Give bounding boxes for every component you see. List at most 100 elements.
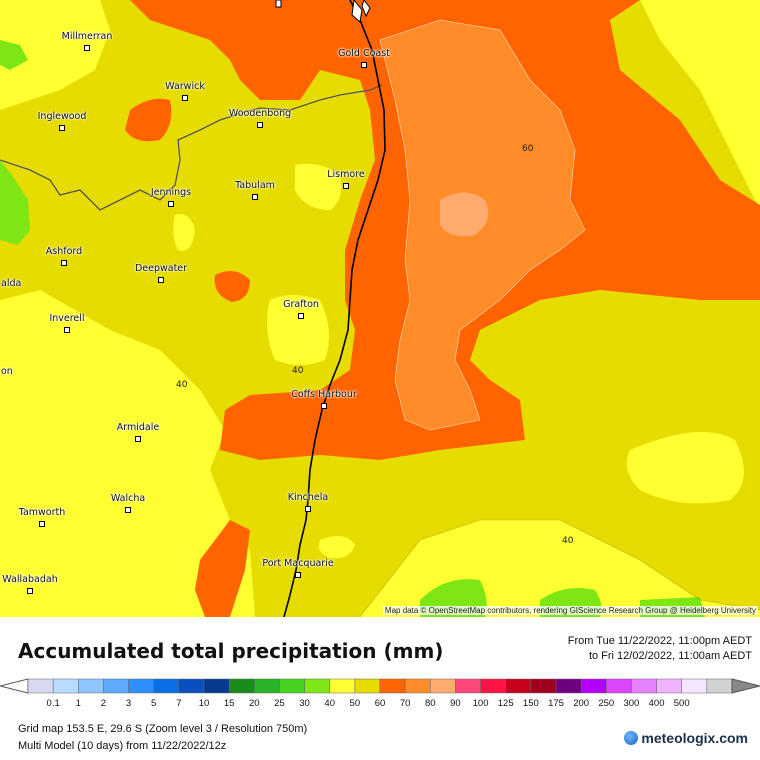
color-scale-swatch: [379, 678, 406, 694]
town-label: Deepwater: [134, 263, 188, 274]
globe-icon: [624, 731, 639, 745]
color-scale-swatch: [329, 678, 356, 694]
color-scale-swatch: [279, 678, 305, 694]
period-from: From Tue 11/22/2022, 11:00pm AEDT: [567, 635, 752, 647]
color-scale-swatch: [530, 678, 557, 694]
color-scale-label: 25: [274, 698, 285, 709]
town-label: Gold Coast: [338, 48, 390, 59]
color-scale-swatch: [203, 678, 230, 694]
color-scale-swatch: [656, 678, 682, 694]
town-label: Kinchela: [287, 492, 329, 503]
town-label: Ashford: [45, 246, 83, 257]
meteologix-logo[interactable]: meteologix.com: [624, 730, 748, 746]
color-scale-label: 90: [450, 698, 461, 709]
contour-value-label: 60: [522, 144, 534, 154]
color-scale-label: 40: [324, 698, 335, 709]
town-marker: [59, 125, 65, 131]
color-scale-label: 2: [100, 698, 107, 709]
color-scale-label: 30: [299, 698, 310, 709]
color-scale-swatch: [304, 678, 330, 694]
color-scale-swatch: [430, 678, 456, 694]
color-scale-swatch: [681, 678, 708, 694]
color-scale-label: 7: [176, 698, 182, 709]
town-label: Woodenbong: [228, 108, 292, 119]
color-scale-label: 100: [472, 698, 489, 709]
color-scale-swatch: [354, 678, 381, 694]
color-scale-label: 15: [223, 698, 235, 709]
town-marker: [27, 588, 33, 594]
color-scale-swatch: [178, 678, 205, 694]
town-label: Armidale: [116, 422, 160, 433]
town-label: Port Macquarie: [262, 558, 334, 569]
town-label: Jennings: [150, 187, 192, 198]
color-scale-label: 60: [374, 698, 386, 709]
town-marker: [64, 327, 70, 333]
color-scale-swatch: [27, 678, 54, 694]
color-scale-swatch: [103, 678, 129, 694]
town-marker: [168, 201, 174, 207]
town-marker: [61, 260, 67, 266]
color-scale-label: 80: [424, 698, 436, 709]
color-scale-label: 150: [522, 698, 539, 709]
town-marker: [39, 521, 45, 527]
town-label: Warwick: [165, 81, 205, 92]
color-scale-label: 300: [623, 698, 640, 709]
color-scale-swatch: [78, 678, 104, 694]
color-scale-min-arrow: [0, 678, 29, 694]
color-scale-label: 10: [198, 698, 210, 709]
town-marker: [361, 62, 367, 68]
color-scale-label: 5: [151, 698, 157, 709]
town-label: Wallabadah: [2, 574, 58, 585]
period-to: to Fri 12/02/2022, 11:00am AEDT: [588, 650, 752, 662]
color-scale-swatch: [404, 678, 431, 694]
color-scale-label: 1: [75, 698, 81, 709]
color-scale-swatch: [128, 678, 154, 694]
town-label: Inverell: [49, 313, 85, 324]
map-attribution[interactable]: Map data © OpenStreetMap contributors, r…: [382, 606, 758, 615]
color-scale-max-arrow: [731, 678, 760, 694]
legend-title: Accumulated total precipitation (mm): [18, 639, 444, 663]
color-scale-swatch: [505, 678, 532, 694]
town-marker: [305, 506, 311, 512]
contour-value-label: 40: [176, 380, 188, 390]
town-marker: [135, 436, 141, 442]
color-scale-label: 70: [399, 698, 411, 709]
color-scale-swatch: [555, 678, 582, 694]
color-scale-swatch: [706, 678, 733, 694]
town-marker: [257, 122, 263, 128]
town-label: Inglewood: [37, 111, 87, 122]
town-label: Walcha: [110, 493, 146, 504]
town-marker: [298, 313, 304, 319]
town-marker: [125, 507, 131, 513]
color-scale-label: 20: [248, 698, 260, 709]
color-scale-swatch: [52, 678, 79, 694]
color-scale-label: 500: [673, 698, 690, 709]
town-marker: [321, 403, 327, 409]
town-label-partial: alda: [1, 278, 22, 289]
town-label: Millmerran: [61, 31, 113, 42]
legend-panel: Accumulated total precipitation (mm) Fro…: [0, 617, 760, 760]
town-marker: [343, 183, 349, 189]
color-scale-label: 250: [598, 698, 615, 709]
town-marker: [84, 45, 90, 51]
color-scale-swatch: [254, 678, 280, 694]
precipitation-field: [0, 0, 760, 617]
color-scale-label: 0.1: [46, 698, 60, 709]
forecast-period: From Tue 11/22/2022, 11:00pm AEDT to Fri…: [568, 634, 752, 664]
town-label: Tamworth: [18, 507, 66, 518]
color-scale-swatch: [153, 678, 180, 694]
town-marker: [158, 277, 164, 283]
town-label: Coffs Harbour: [291, 389, 357, 400]
color-scale-swatch: [228, 678, 255, 694]
model-info: Multi Model (10 days) from 11/22/2022/12…: [18, 740, 227, 752]
precipitation-map[interactable]: Millmerran Gold Coast Warwick Inglewood Wood…: [0, 0, 760, 617]
town-marker: [252, 194, 258, 200]
color-scale-swatch: [606, 678, 632, 694]
color-scale-label: 50: [349, 698, 361, 709]
brand-name: meteologix.com: [641, 730, 748, 746]
color-scale-label: 400: [648, 698, 665, 709]
town-label: Tabulam: [235, 180, 275, 191]
color-scale-swatch: [480, 678, 506, 694]
color-scale-label: 175: [548, 698, 564, 709]
color-scale-bar: [0, 678, 760, 694]
